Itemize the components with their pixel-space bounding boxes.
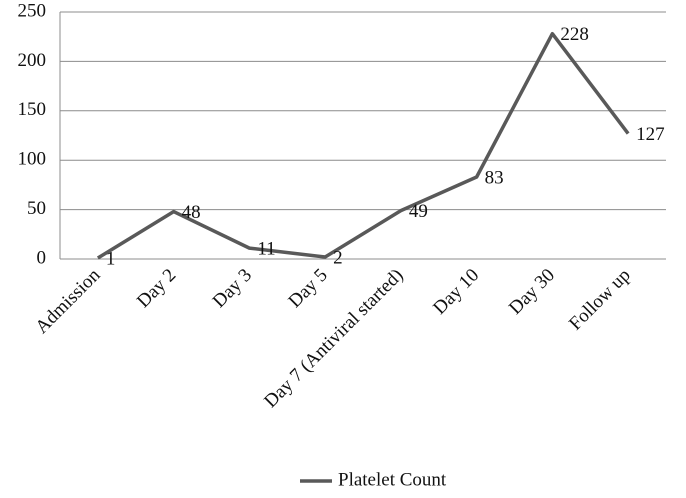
x-tick-label: Admission [31,264,104,337]
y-tick-label: 150 [18,99,47,120]
x-tick-label: Day 30 [505,265,559,319]
x-tick-label: Day 2 [133,265,180,312]
x-tick-label: Day 7 (Antiviral started) [260,265,407,412]
y-tick-label: 200 [18,50,47,71]
y-tick-label: 100 [18,149,47,170]
data-line [96,31,630,260]
y-tick-label: 250 [18,0,47,21]
data-label: 2 [333,247,343,268]
data-label: 11 [257,238,275,259]
legend-label: Platelet Count [338,469,447,490]
data-label: 48 [182,202,201,223]
y-tick-label: 0 [37,247,47,268]
data-label: 1 [106,248,116,269]
data-label: 49 [409,201,428,222]
x-tick-label: Day 3 [209,265,256,312]
x-tick-label: Day 5 [284,265,331,312]
data-label: 127 [636,124,665,145]
y-tick-label: 50 [27,198,46,219]
x-tick-label: Day 10 [429,265,483,319]
data-label: 83 [485,167,504,188]
x-tick-label: Follow up [565,265,635,335]
data-label: 228 [560,24,589,45]
